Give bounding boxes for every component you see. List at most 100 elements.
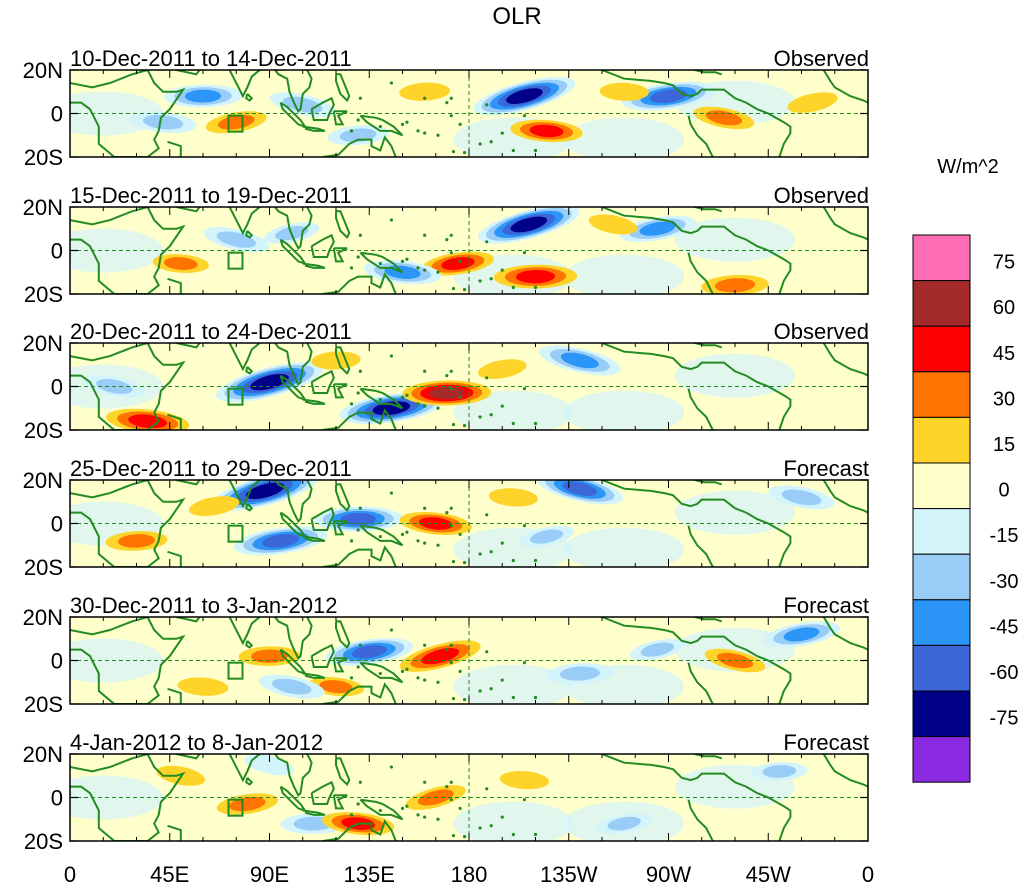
island-2-12: [445, 374, 449, 378]
anomaly-blob-5-7: [499, 770, 549, 790]
coastline-5-3: [228, 754, 262, 783]
island-1-13: [449, 233, 453, 237]
colorbar-swatch-7: [912, 553, 971, 601]
island-0-19: [458, 122, 462, 126]
colorbar-label-9: -60: [990, 662, 1019, 684]
island-5-11: [405, 804, 409, 808]
coastline-2-8: [310, 369, 335, 394]
coastline-4-1: [176, 617, 201, 623]
anomaly-level-3-2-3: [340, 512, 376, 526]
panel-3: 20N 0 20S 25-Dec-2011 to 29-Dec-2011 Forecas…: [23, 456, 869, 580]
island-4-4: [489, 687, 493, 691]
coastline-3-15: [692, 480, 723, 486]
island-5-10: [400, 806, 405, 810]
island-4-13: [449, 643, 453, 647]
coastline-0-9: [332, 110, 348, 126]
island-3-20: [485, 513, 489, 517]
coastline-2-0: [70, 343, 186, 430]
island-1-23: [356, 255, 360, 259]
island-2-3: [478, 415, 482, 419]
island-4-10: [400, 669, 405, 673]
island-3-5: [511, 558, 515, 563]
anomaly-level-3-7-0: [488, 488, 538, 507]
island-4-6: [533, 695, 538, 700]
island-2-9: [416, 402, 420, 406]
anomaly-blob-3-5: [188, 496, 240, 517]
lat-label-4-1: 0: [51, 649, 63, 674]
colorbar-label-2: 45: [993, 343, 1015, 365]
coastline-2-2: [167, 413, 182, 430]
island-4-21: [500, 678, 504, 682]
coastline-2-12: [322, 408, 397, 430]
anomaly-level-0-2-2: [184, 89, 222, 103]
panel-date-range-2: 20-Dec-2011 to 24-Dec-2011: [70, 319, 352, 344]
island-2-22: [378, 397, 382, 402]
anomaly-level-3-5-0: [188, 496, 240, 517]
anomaly-level-0-1-3: [649, 89, 688, 103]
coastline-1-7: [302, 262, 326, 269]
panel-kind-4: Forecast: [783, 593, 869, 618]
colorbar-label-1: 60: [993, 297, 1015, 319]
island-1-5: [511, 285, 515, 290]
coastline-4-12: [322, 682, 397, 704]
colorbar: 75 60 45 30 15 0 -15 -30 -45 -60 -75: [912, 234, 1019, 783]
colorbar-label-6: -15: [990, 525, 1019, 547]
coastline-2-4: [245, 366, 254, 375]
anomaly-level-2-2-3: [429, 386, 465, 400]
anomaly-blob-0-11: [599, 82, 649, 101]
island-3-17: [522, 524, 527, 528]
island-2-1: [451, 422, 456, 427]
coastline-2-1: [176, 343, 201, 349]
anomaly-blob-1-2: [493, 264, 578, 289]
coastline-4-13: [601, 617, 792, 704]
anomaly-blob-4-7: [177, 677, 229, 696]
region-box-0: [227, 114, 244, 133]
island-2-16: [358, 369, 362, 373]
lat-label-3-0: 20N: [23, 468, 63, 493]
panel-field-0: [70, 70, 868, 157]
anomaly-blob-2-4: [539, 345, 621, 376]
figure-title: OLR: [492, 3, 541, 30]
island-0-8: [423, 131, 427, 135]
lon-label-0: 0: [64, 862, 76, 887]
island-5-21: [500, 815, 504, 819]
coastline-0-0: [70, 70, 186, 157]
anomaly-level-5-6-1: [762, 765, 797, 778]
coastline-3-6: [279, 511, 308, 539]
island-0-17: [522, 114, 527, 118]
island-1-17: [522, 251, 527, 255]
island-0-11: [405, 120, 409, 124]
colorbar-label-10: -75: [990, 708, 1019, 730]
island-5-5: [511, 832, 515, 837]
coastline-2-3: [228, 343, 262, 372]
island-5-4: [489, 824, 493, 828]
anomaly-level-1-8-0: [588, 214, 638, 235]
coastline-5-12: [322, 819, 397, 841]
anomaly-blob-0-9: [787, 92, 838, 113]
island-3-22: [378, 534, 382, 539]
colorbar-swatch-2: [912, 325, 971, 373]
coastline-5-8: [310, 780, 335, 805]
panel-date-range-1: 15-Dec-2011 to 19-Dec-2011: [70, 183, 352, 208]
anomaly-level-4-5-2: [783, 627, 820, 642]
coastline-4-5: [273, 617, 313, 660]
panels-group: 20N 0 20S 10-Dec-2011 to 14-Dec-2011 Observe…: [23, 46, 869, 854]
island-0-18: [449, 114, 453, 118]
island-3-14: [423, 506, 427, 510]
lat-label-2-1: 0: [51, 375, 63, 400]
anomaly-level-4-3-1: [319, 680, 353, 694]
island-5-9: [416, 813, 420, 817]
coastline-4-6: [279, 648, 308, 676]
coastline-4-9: [332, 657, 348, 673]
lat-label-1-1: 0: [51, 239, 63, 264]
anomaly-level-1-6-1: [714, 278, 756, 293]
island-5-12: [445, 785, 449, 789]
island-0-9: [416, 129, 420, 133]
anomaly-level-0-5-1: [217, 114, 255, 130]
island-5-22: [378, 808, 382, 813]
island-5-17: [522, 798, 527, 802]
coastline-5-4: [245, 777, 254, 786]
panel-1: 20N 0 20S 15-Dec-2011 to 19-Dec-2011 Observe…: [23, 183, 869, 307]
anomaly-level-1-2-2: [516, 269, 555, 284]
anomaly-blob-4-5: [763, 621, 840, 648]
